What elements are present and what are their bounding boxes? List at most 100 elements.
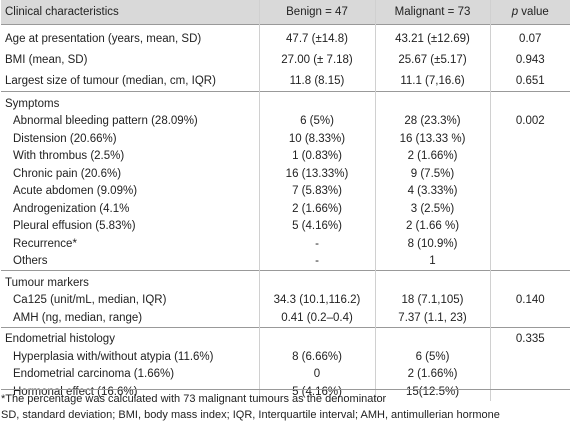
table-section: Age at presentation (years, mean, SD) 47.… xyxy=(1,24,570,92)
table-section: Tumour markers Ca125 (unit/mL, median, IQ… xyxy=(1,270,570,327)
section-title: Endometrial histology xyxy=(5,333,115,346)
malignant-value: 2 (1.66%) xyxy=(374,147,490,165)
header-row: Clinical characteristics Benign = 47 Malig… xyxy=(1,0,570,25)
table-row: Chronic pain (20.6%) 16 (13.33%) 9 (7.5%) xyxy=(1,165,570,183)
p-value xyxy=(489,348,570,366)
header-cell: p value xyxy=(489,0,570,25)
benign-value: 27.00 (± 7.18) xyxy=(258,49,375,70)
p-value xyxy=(489,200,570,218)
p-value: 0.07 xyxy=(489,24,570,49)
table-section: Symptoms Abnormal bleeding pattern (28.09… xyxy=(1,91,570,271)
footnotes: *The percentage was calculated with 73 m… xyxy=(1,389,570,423)
malignant-value: 16 (13.33 %) xyxy=(374,130,490,148)
row-label: Endometrial carcinoma (1.66%) xyxy=(13,368,175,381)
benign-value: 34.3 (10.1,116.2) xyxy=(258,291,375,309)
table-row: Hyperplasia with/without atypia (11.6%) 8… xyxy=(1,348,570,366)
row-label: Ca125 (unit/mL, median, IQR) xyxy=(13,294,167,307)
cell xyxy=(374,270,490,292)
p-value xyxy=(489,270,570,292)
p-value xyxy=(489,252,570,271)
table-row: Recurrence* -8 (10.9%) xyxy=(1,235,570,253)
row-label: Hormonal effect (16.6%) xyxy=(13,385,138,398)
malignant-value: 25.67 (±5.17) xyxy=(374,49,490,70)
p-value xyxy=(489,91,570,113)
p-value xyxy=(489,130,570,148)
malignant-value: 4 (3.33%) xyxy=(374,182,490,200)
p-value xyxy=(489,147,570,165)
malignant-value: 8 (10.9%) xyxy=(374,235,490,253)
benign-value: - xyxy=(258,235,375,253)
table-row: Largest size of tumour (median, cm, IQR)… xyxy=(1,70,570,92)
p-value: 0.943 xyxy=(489,49,570,70)
header-cell: Malignant = 73 xyxy=(374,0,490,25)
table-row: Ca125 (unit/mL, median, IQR) 34.3 (10.1,1… xyxy=(1,291,570,309)
malignant-value: 15(12.5%) xyxy=(374,383,490,401)
malignant-value: 7.37 (1.1, 23) xyxy=(374,309,490,327)
footnote: SD, standard deviation; BMI, body mass i… xyxy=(1,409,500,421)
row-label: Age at presentation (years, mean, SD) xyxy=(5,32,202,45)
p-value xyxy=(489,365,570,383)
section-title-row: Tumour markers xyxy=(1,270,570,292)
table-row: Androgenization (4.1% 2 (1.66%) 3 (2.5%) xyxy=(1,200,570,218)
malignant-value: 9 (7.5%) xyxy=(374,165,490,183)
table-row: Endometrial carcinoma (1.66%) 0 2 (1.66%) xyxy=(1,365,570,383)
footnote: *The percentage was calculated with 73 m… xyxy=(1,393,387,405)
row-label: Distension (20.66%) xyxy=(13,132,117,145)
malignant-value: 18 (7.1,105) xyxy=(374,291,490,309)
table-row: With thrombus (2.5%) 1 (0.83%) 2 (1.66%) xyxy=(1,147,570,165)
table-row: Others -1 xyxy=(1,252,570,271)
benign-value: 1 (0.83%) xyxy=(258,147,375,165)
benign-value: 5 (4.16%) xyxy=(258,217,375,235)
row-label: Androgenization (4.1% xyxy=(13,202,130,215)
benign-value: - xyxy=(258,252,375,271)
p-value xyxy=(489,217,570,235)
table-row: Hormonal effect (16.6%) 5 (4.16%) 15(12.5%… xyxy=(1,383,570,401)
row-label: Hyperplasia with/without atypia (11.6%) xyxy=(13,350,214,363)
row-label: BMI (mean, SD) xyxy=(5,53,88,66)
benign-value: 8 (6.66%) xyxy=(258,348,375,366)
row-label: Chronic pain (20.6%) xyxy=(13,167,122,180)
p-value: 0.002 xyxy=(489,112,570,130)
malignant-value: 3 (2.5%) xyxy=(374,200,490,218)
p-value: 0.651 xyxy=(489,70,570,92)
row-label: Pleural effusion (5.83%) xyxy=(13,220,136,233)
benign-value: 7 (5.83%) xyxy=(258,182,375,200)
cell xyxy=(258,91,375,113)
row-label: Abnormal bleeding pattern (28.09%) xyxy=(13,115,198,128)
benign-value: 47.7 (±14.8) xyxy=(258,24,375,49)
section-title-row: Symptoms xyxy=(1,91,570,113)
row-label: With thrombus (2.5%) xyxy=(13,150,125,163)
benign-value: 6 (5%) xyxy=(258,112,375,130)
benign-value: 11.8 (8.15) xyxy=(258,70,375,92)
benign-value: 2 (1.66%) xyxy=(258,200,375,218)
cell xyxy=(374,91,490,113)
p-value xyxy=(489,182,570,200)
header-cell: Benign = 47 xyxy=(258,0,375,25)
table-section: Endometrial histology 0.335 Hyperplasia wi… xyxy=(1,327,570,401)
row-label: Acute abdomen (9.09%) xyxy=(13,185,138,198)
p-value xyxy=(489,309,570,327)
cell xyxy=(258,270,375,292)
row-label: Others xyxy=(13,255,48,268)
malignant-value: 2 (1.66%) xyxy=(374,365,490,383)
table-row: BMI (mean, SD) 27.00 (± 7.18) 25.67 (±5.17… xyxy=(1,49,570,70)
table-row: Pleural effusion (5.83%) 5 (4.16%) 2 (1.66… xyxy=(1,217,570,235)
table-row: Abnormal bleeding pattern (28.09%) 6 (5%)… xyxy=(1,112,570,130)
p-value: 0.335 xyxy=(489,327,570,348)
section-title: Tumour markers xyxy=(5,276,89,289)
table: Clinical characteristics Benign = 47 Malig… xyxy=(1,0,570,401)
malignant-value: 28 (23.3%) xyxy=(374,112,490,130)
benign-value: 16 (13.33%) xyxy=(258,165,375,183)
benign-value: 0 xyxy=(258,365,375,383)
table-row: AMH (ng, median, range) 0.41 (0.2–0.4) 7.3… xyxy=(1,309,570,327)
benign-value: 5 (4.16%) xyxy=(258,383,375,401)
row-label: Recurrence* xyxy=(13,237,77,250)
section-title: Symptoms xyxy=(5,97,60,110)
table-row: Age at presentation (years, mean, SD) 47.… xyxy=(1,24,570,49)
malignant-value: 6 (5%) xyxy=(374,348,490,366)
table-row: Distension (20.66%) 10 (8.33%) 16 (13.33 %… xyxy=(1,130,570,148)
malignant-value: 1 xyxy=(374,252,490,271)
table-row: Acute abdomen (9.09%) 7 (5.83%) 4 (3.33%) xyxy=(1,182,570,200)
benign-value: 0.41 (0.2–0.4) xyxy=(258,309,375,327)
malignant-value: 11.1 (7,16.6) xyxy=(374,70,490,92)
